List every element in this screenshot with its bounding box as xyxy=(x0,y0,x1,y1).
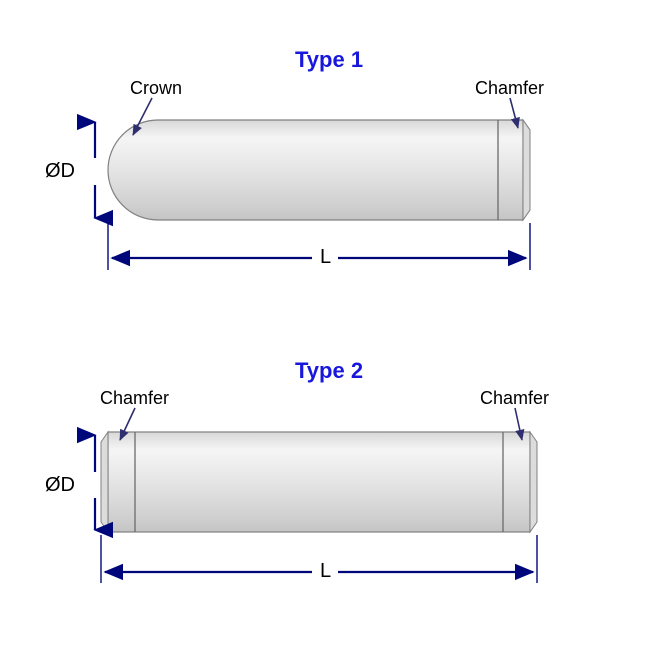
type1-crown-label: Crown xyxy=(130,78,182,99)
type1-title: Type 1 xyxy=(295,47,363,73)
type1-length-label: L xyxy=(320,246,331,269)
type2-title: Type 2 xyxy=(295,358,363,384)
type2-pin xyxy=(101,432,537,532)
diagram-svg xyxy=(0,0,670,670)
type2-length-label: L xyxy=(320,560,331,583)
type2-chamfer-left-label: Chamfer xyxy=(100,388,169,409)
type1-diameter-label: ØD xyxy=(45,160,75,183)
type2-diameter-label: ØD xyxy=(45,474,75,497)
type1-pin xyxy=(108,120,530,220)
type1-length-dim xyxy=(108,223,530,270)
type2-length-dim xyxy=(101,535,537,583)
type2-chamfer-right-label: Chamfer xyxy=(480,388,549,409)
type1-chamfer-label: Chamfer xyxy=(475,78,544,99)
